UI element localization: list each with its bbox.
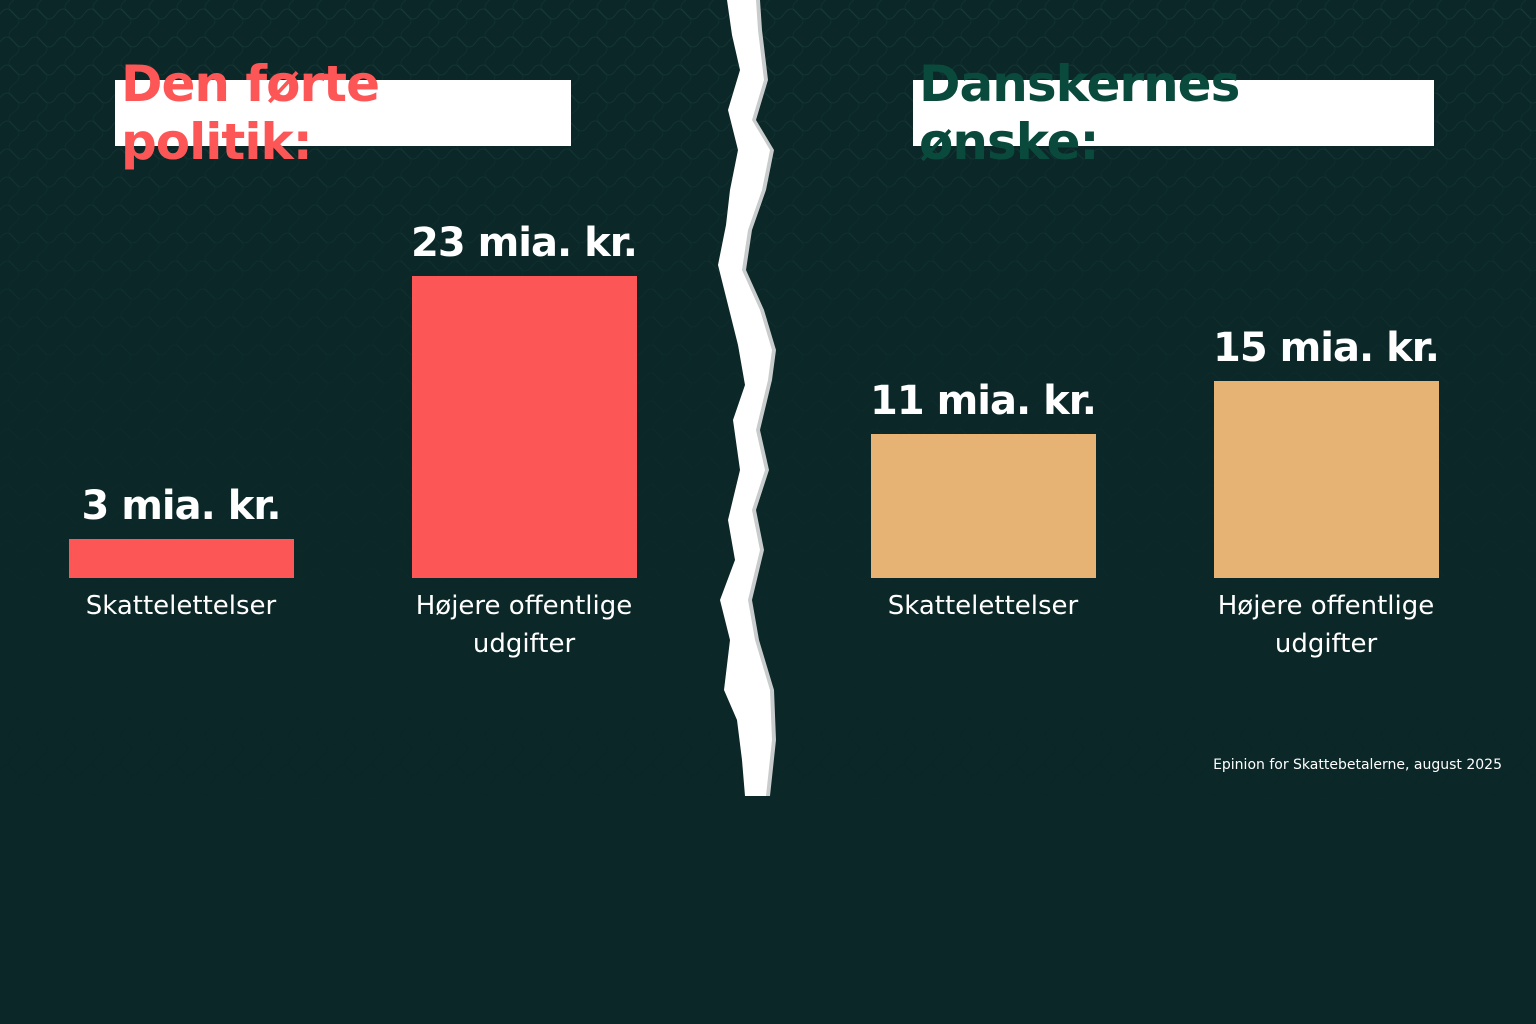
bar-left-2 [411,276,637,578]
value-label: 3 mia. kr. [81,482,281,529]
category-label-line: Højere offentlige [415,591,633,621]
value-label: 15 mia. kr. [1213,325,1440,372]
right-panel-title-text: Danskernes ønske: [919,55,1240,171]
bar-left-1 [68,538,294,578]
right-panel-title: Danskernes ønske: [913,55,1434,171]
category-label-line: Højere offentlige [1217,591,1435,621]
category-label-line: udgifter [1274,629,1378,659]
category-label-line: Skattelettelser [887,591,1079,621]
bar-right-2 [1213,381,1439,578]
category-label: Højere offentlige udgifter [374,587,674,663]
source-note: Epinion for Skattebetalerne, august 2025 [1213,757,1502,773]
tear-paper [718,0,772,796]
bar-right-1 [870,433,1096,578]
left-panel-title-text: Den førte politik: [121,55,380,171]
left-panel-title: Den førte politik: [115,55,571,171]
value-label: 11 mia. kr. [870,377,1097,424]
value-label: 23 mia. kr. [411,220,638,266]
category-label: Skattelettelser [833,587,1133,625]
torn-paper-divider [718,0,776,796]
category-label: Skattelettelser [31,587,331,625]
category-label-line: udgifter [472,629,576,659]
category-label: Højere offentlige udgifter [1176,587,1476,663]
category-label-line: Skattelettelser [85,591,277,621]
